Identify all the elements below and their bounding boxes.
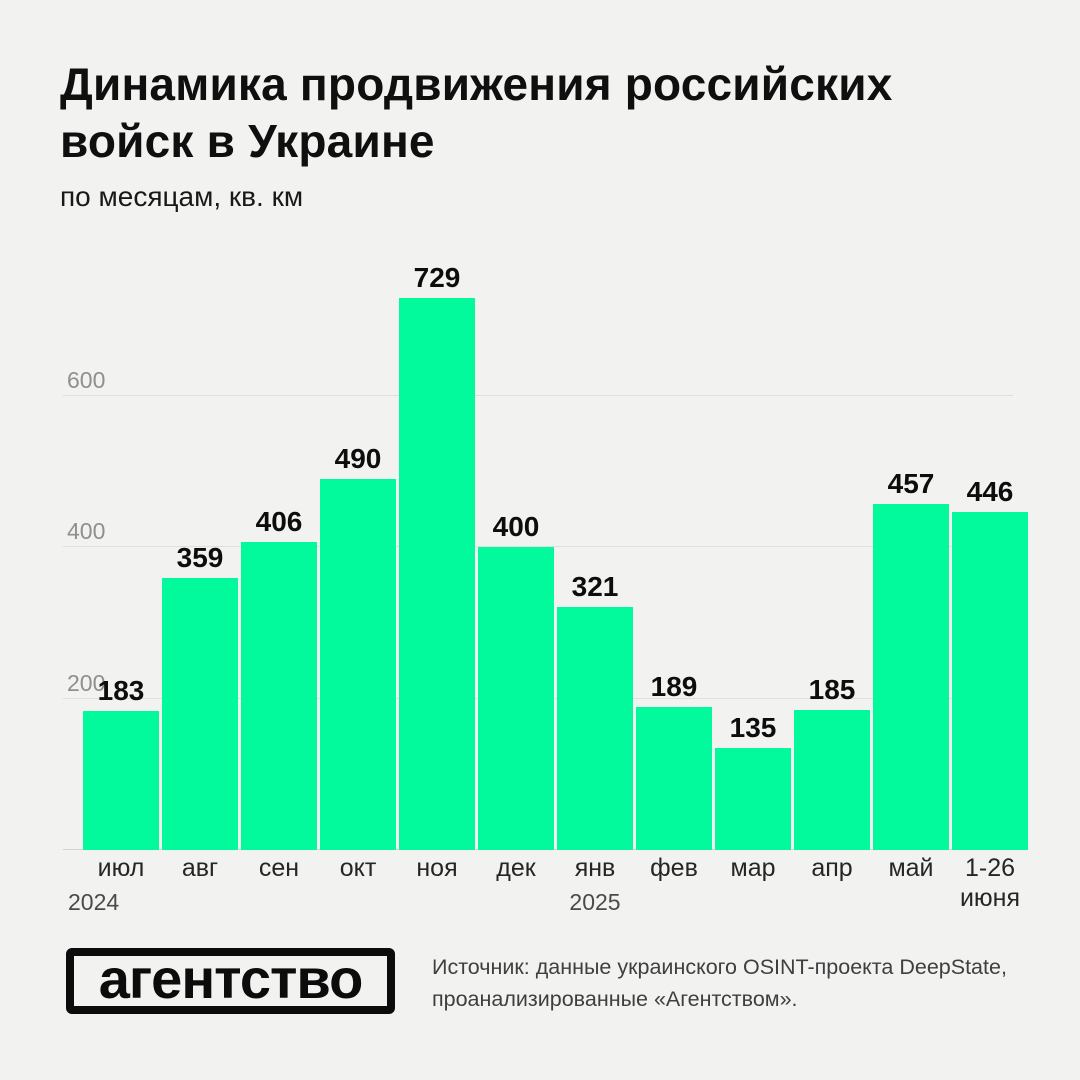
x-axis-label: дек	[496, 854, 536, 882]
bar-дек	[478, 547, 554, 850]
x-axis-label: 1-26 июня	[959, 854, 1021, 912]
bar-май	[873, 504, 949, 850]
bar-сен	[241, 542, 317, 850]
gridline-400	[63, 546, 1013, 547]
bar-апр	[794, 710, 870, 850]
bar-фев	[636, 707, 712, 850]
bar-value-label: 135	[729, 712, 777, 743]
bar-value-label: 321	[571, 571, 619, 602]
chart-subtitle: по месяцам, кв. км	[60, 181, 304, 212]
x-axis-label: авг	[181, 854, 219, 882]
bar-авг	[162, 578, 238, 850]
x-axis-label: июл	[97, 854, 145, 882]
bar-value-label: 359	[176, 542, 224, 573]
y-tick-label-200: 200	[67, 669, 106, 696]
bar-value-label: 446	[966, 476, 1014, 507]
x-axis-label: май	[888, 854, 934, 882]
agentstvo-logo: агентство	[66, 948, 395, 1014]
x-axis-label: фев	[650, 854, 698, 882]
page-title: Динамика продвижения российских войск в …	[60, 56, 893, 170]
source-note: Источник: данные украинского OSINT-проек…	[432, 951, 1007, 1015]
bar-value-label: 729	[413, 262, 461, 293]
bar-value-label: 185	[808, 674, 856, 705]
x-axis-label: мар	[730, 854, 776, 882]
year-label-2024: 2024	[68, 889, 120, 915]
bar-value-label: 189	[650, 671, 698, 702]
x-axis-label: окт	[339, 854, 377, 882]
source-note-line2: проанализированные «Агентством».	[432, 987, 798, 1011]
y-tick-label-600: 600	[67, 366, 106, 393]
bar-1-26 июня	[952, 512, 1028, 850]
gridline-600	[63, 394, 1013, 396]
page-title-line1: Динамика продвижения российских	[60, 58, 893, 110]
bar-value-label: 490	[334, 443, 382, 474]
bar-окт	[320, 479, 396, 850]
year-label-2025: 2025	[569, 889, 621, 915]
bar-value-label: 457	[887, 468, 935, 499]
bar-value-label: 183	[97, 675, 145, 706]
bar-янв	[557, 607, 633, 850]
x-axis-label: сен	[258, 854, 300, 882]
y-tick-label-400: 400	[67, 518, 106, 544]
x-axis-label: ноя	[416, 854, 458, 882]
agentstvo-logo-text: агентство	[98, 947, 364, 1010]
bar-мар	[715, 748, 791, 850]
bar-value-label: 406	[255, 506, 303, 537]
source-note-line1: Источник: данные украинского OSINT-проек…	[432, 955, 1007, 979]
page-title-line2: войск в Украине	[60, 115, 435, 167]
x-axis-label: янв	[574, 854, 616, 882]
x-axis-label: апр	[811, 854, 853, 882]
bar-ноя	[399, 298, 475, 850]
bar-июл	[83, 711, 159, 850]
bar-value-label: 400	[492, 511, 540, 542]
